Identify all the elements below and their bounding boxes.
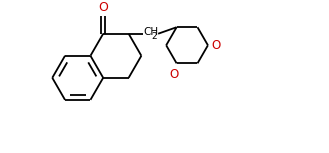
Text: O: O	[212, 39, 221, 52]
Text: CH: CH	[143, 27, 158, 37]
Text: 2: 2	[152, 32, 157, 41]
Text: O: O	[98, 1, 108, 14]
Text: O: O	[170, 68, 179, 81]
